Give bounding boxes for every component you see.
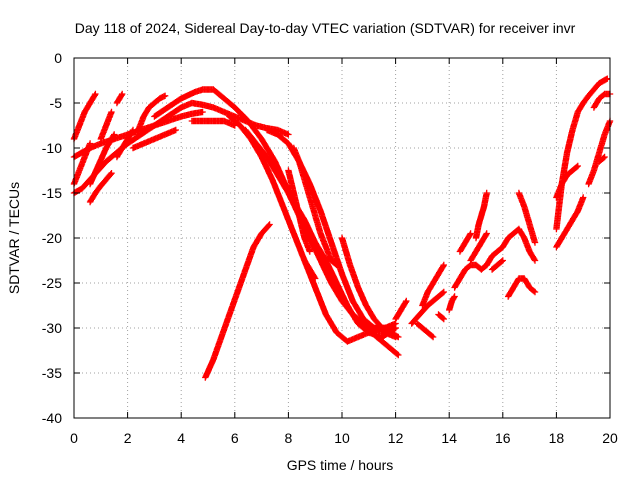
x-tick-label: 14 [441, 430, 457, 446]
x-tick-label: 8 [285, 430, 293, 446]
data-series-track-41 [585, 117, 614, 188]
data-series-track-31 [467, 230, 490, 264]
data-points [419, 261, 447, 309]
x-axis-label: GPS time / hours [287, 457, 394, 473]
data-series-track-9 [113, 126, 137, 161]
data-series-track-40 [590, 90, 614, 111]
data-points [301, 257, 319, 282]
data-points [413, 320, 437, 341]
data-series-track-33 [483, 225, 539, 269]
data-points [285, 167, 313, 255]
data-points [113, 126, 137, 161]
data-points [86, 170, 115, 206]
data-series-track-34 [488, 257, 506, 273]
data-series-track-23 [392, 297, 410, 323]
data-points [135, 92, 169, 134]
data-points [408, 288, 447, 327]
data-points [483, 225, 539, 269]
data-points [456, 230, 474, 255]
data-series-track-10 [135, 92, 169, 134]
data-series-track-26 [419, 261, 447, 309]
x-tick-label: 20 [602, 430, 618, 446]
data-points [488, 257, 506, 273]
data-series-track-25 [413, 320, 437, 341]
data-points [553, 194, 587, 251]
data-series-track-20 [290, 144, 340, 269]
data-points [467, 230, 490, 264]
x-tick-label: 4 [177, 430, 185, 446]
y-axis-label: SDTVAR / TECUs [6, 182, 22, 294]
y-tick-label: 0 [54, 50, 62, 66]
y-tick-label: -10 [42, 140, 62, 156]
data-series-track-28 [446, 293, 458, 314]
data-points [435, 311, 447, 323]
data-series-track-11 [129, 126, 179, 152]
data-series-track-13 [188, 117, 238, 129]
x-tick-label: 12 [388, 430, 404, 446]
data-series-track-8 [113, 90, 126, 107]
data-marks [70, 75, 614, 381]
x-tick-label: 0 [70, 430, 78, 446]
data-points [226, 113, 399, 345]
data-points [263, 126, 399, 332]
data-points [70, 90, 99, 143]
data-series-track-5 [86, 170, 115, 206]
ticks: 0 2 4 6 8 10 12 14 16 18 20 0 -5 -10 -15 -20 -25 -30 -35 -4… [42, 50, 618, 446]
data-points [585, 117, 614, 188]
data-series-track-22 [352, 315, 402, 359]
y-tick-label: -15 [42, 185, 62, 201]
data-series-track-17 [202, 221, 273, 381]
data-points [202, 221, 273, 381]
data-points [290, 144, 340, 269]
y-tick-label: -40 [42, 410, 62, 426]
data-points [472, 189, 490, 242]
data-series-track-6 [86, 131, 118, 188]
data-series-track-36 [515, 189, 539, 246]
data-series-track-19 [301, 257, 319, 282]
data-series-track-39 [553, 75, 611, 233]
data-series-track-7 [97, 108, 115, 143]
data-series-track-30 [451, 261, 490, 291]
data-points [113, 90, 126, 107]
data-points [505, 275, 539, 300]
y-tick-label: -5 [50, 95, 63, 111]
data-series-track-37 [553, 194, 587, 251]
data-series-track-35 [505, 275, 539, 300]
data-series-track-14 [226, 113, 399, 345]
data-points [392, 297, 410, 323]
data-points [86, 131, 118, 188]
x-tick-label: 16 [495, 430, 511, 446]
data-series-track-3 [70, 90, 99, 143]
data-points [451, 261, 490, 291]
data-series-track-24 [408, 288, 447, 327]
data-points [338, 234, 402, 341]
data-points [553, 75, 611, 233]
x-tick-label: 18 [549, 430, 565, 446]
x-tick-label: 10 [334, 430, 350, 446]
data-series-track-21 [338, 234, 402, 341]
data-series-track-29 [456, 230, 474, 255]
data-series-track-16 [263, 126, 399, 332]
data-points [129, 126, 179, 152]
chart-title: Day 118 of 2024, Sidereal Day-to-day VTE… [75, 20, 576, 36]
data-points [352, 315, 402, 359]
x-tick-label: 2 [124, 430, 132, 446]
data-series-track-42 [596, 153, 608, 165]
data-points [590, 90, 614, 111]
y-tick-label: -35 [42, 365, 62, 381]
data-points [97, 108, 115, 143]
data-series-track-32 [472, 189, 490, 242]
x-tick-label: 6 [231, 430, 239, 446]
y-tick-label: -25 [42, 275, 62, 291]
data-series-track-27 [435, 311, 447, 323]
y-tick-label: -20 [42, 230, 62, 246]
data-points [446, 293, 458, 314]
data-points [188, 117, 238, 129]
data-points [515, 189, 539, 246]
data-series-track-18 [285, 167, 313, 255]
data-points [596, 153, 608, 165]
y-tick-label: -30 [42, 320, 62, 336]
